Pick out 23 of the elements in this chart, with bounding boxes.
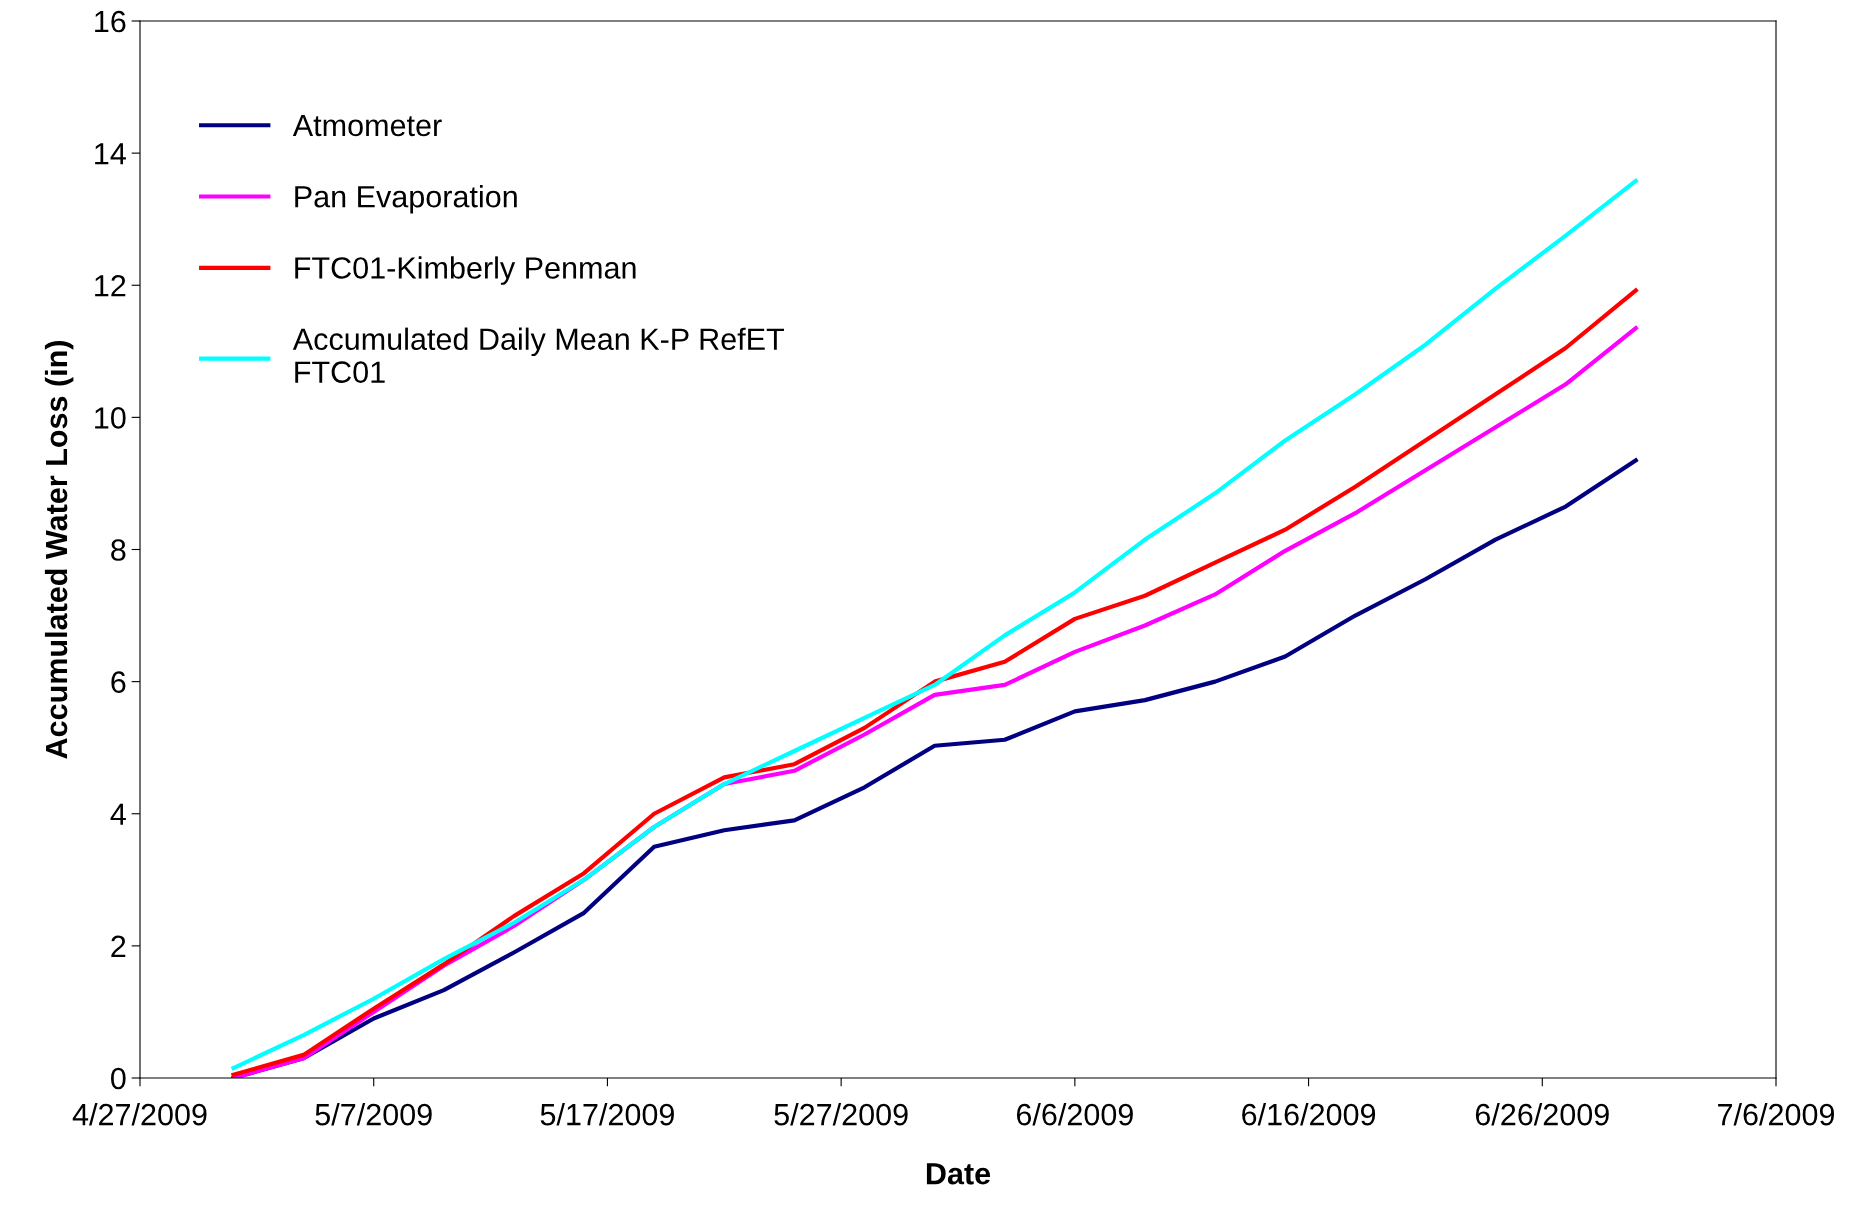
y-tick-label: 14	[95, 143, 126, 165]
x-tick-label: 6/16/2009	[1242, 1103, 1376, 1126]
y-axis-title: Accumulated Water Loss (in)	[44, 341, 74, 759]
x-tick-label: 5/7/2009	[315, 1103, 432, 1126]
x-tick-label: 7/6/2009	[1718, 1103, 1835, 1126]
y-tick-label: 0	[111, 1067, 126, 1090]
x-tick-label: 5/17/2009	[540, 1103, 674, 1126]
y-tick-label: 16	[95, 10, 126, 33]
y-tick-label: 6	[111, 671, 126, 693]
y-tick-label: 2	[111, 935, 126, 957]
legend-label: FTC01-Kimberly Penman	[295, 256, 636, 285]
legend-label: Pan Evaporation	[295, 185, 517, 214]
x-axis-title: Date	[926, 1163, 991, 1185]
y-tick-label: 12	[95, 274, 126, 297]
x-tick-label: 4/27/2009	[72, 1103, 207, 1126]
y-tick-label: 8	[111, 539, 126, 561]
x-tick-label: 6/26/2009	[1475, 1103, 1609, 1126]
y-tick-label: 10	[95, 407, 126, 429]
y-tick-label: 4	[110, 803, 126, 825]
x-tick-label: 6/6/2009	[1016, 1103, 1133, 1126]
legend-label: Atmometer	[292, 114, 442, 137]
x-tick-label: 5/27/2009	[774, 1103, 908, 1126]
legend-label: Accumulated Daily Mean K-P RefET FTC01	[292, 327, 785, 383]
